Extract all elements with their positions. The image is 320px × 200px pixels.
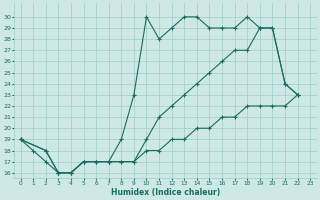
X-axis label: Humidex (Indice chaleur): Humidex (Indice chaleur)	[111, 188, 220, 197]
